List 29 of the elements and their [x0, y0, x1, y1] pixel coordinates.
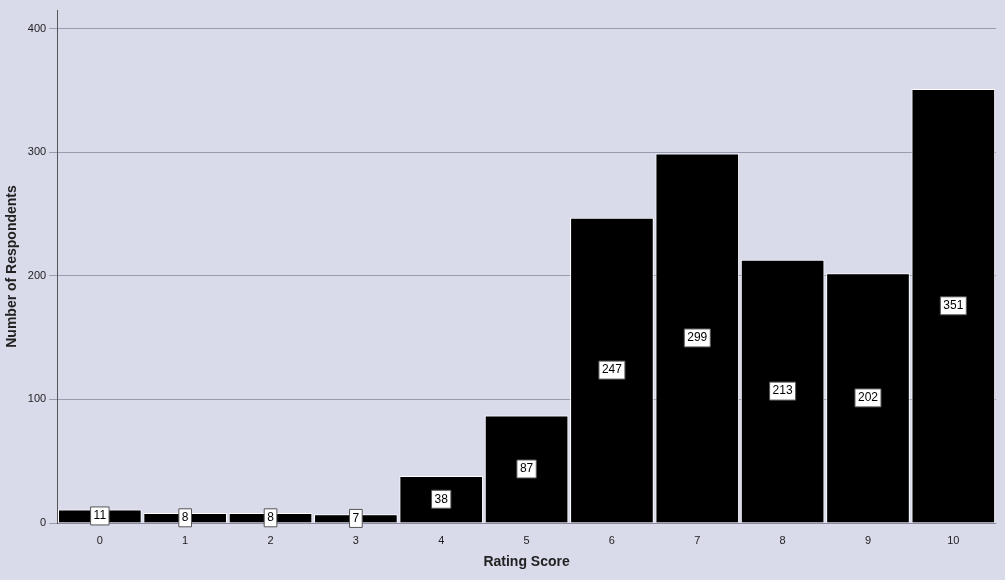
- data-label: 202: [857, 390, 879, 405]
- y-tick-label: 0: [40, 516, 47, 529]
- data-label: 299: [687, 330, 708, 345]
- data-label: 351: [943, 298, 964, 313]
- x-tick-label: 1: [182, 533, 189, 546]
- y-tick-label: 200: [27, 268, 47, 281]
- x-tick-label: 8: [779, 533, 786, 546]
- x-tick-label: 6: [608, 533, 615, 546]
- data-label: 7: [352, 510, 360, 525]
- data-label: 247: [601, 362, 623, 377]
- x-axis-title: Rating Score: [483, 553, 570, 570]
- y-tick-label: 300: [27, 145, 47, 158]
- data-label: 8: [181, 510, 189, 525]
- x-tick-label: 5: [523, 533, 530, 546]
- x-tick-label: 2: [267, 533, 274, 546]
- y-tick-label: 100: [27, 392, 47, 405]
- data-label: 38: [434, 491, 449, 506]
- x-tick-label: 3: [352, 533, 359, 546]
- x-tick-label: 4: [438, 533, 445, 546]
- x-tick-label: 7: [694, 533, 701, 546]
- data-label: 11: [93, 508, 107, 523]
- x-tick-label: 9: [864, 533, 872, 546]
- y-axis-title: Number of Respondents: [3, 185, 20, 348]
- data-label: 87: [519, 461, 534, 476]
- x-tick-label: 10: [947, 533, 960, 546]
- data-label: 8: [267, 510, 275, 525]
- y-tick-label: 400: [27, 21, 47, 34]
- x-tick-label: 0: [96, 533, 103, 546]
- data-label: 213: [772, 383, 793, 398]
